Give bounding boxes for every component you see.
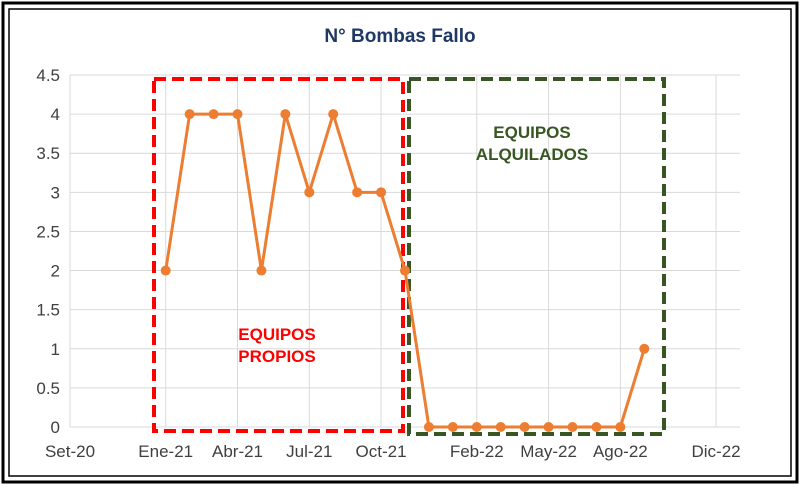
annotation-line: EQUIPOS (238, 325, 315, 344)
y-tick-label: 4.5 (36, 66, 60, 85)
data-point (208, 109, 219, 120)
equipos-propios-label: EQUIPOS PROPIOS (238, 325, 315, 366)
annotation-line: PROPIOS (238, 347, 315, 366)
data-point (423, 422, 434, 432)
data-point (447, 422, 458, 432)
x-tick-label: May-22 (520, 442, 577, 461)
y-tick-label: 2.5 (36, 222, 60, 241)
data-point (639, 343, 650, 354)
y-tick-label: 1 (51, 340, 60, 359)
data-point (543, 422, 554, 432)
data-point (495, 422, 506, 432)
equipos-alquilados-box (407, 77, 666, 436)
x-tick-label: Dic-22 (692, 442, 741, 461)
series-layer (160, 109, 650, 432)
data-point (376, 187, 387, 198)
y-tick-label: 1.5 (36, 301, 60, 320)
equipos-propios-box (152, 77, 405, 433)
data-point (160, 265, 171, 276)
data-point (304, 187, 315, 198)
data-point (328, 109, 339, 120)
annotation-labels: EQUIPOS PROPIOS EQUIPOS ALQUILADOS (238, 123, 588, 366)
data-point (232, 109, 243, 120)
x-tick-label: Feb-22 (450, 442, 504, 461)
data-point (280, 109, 291, 120)
data-point (400, 265, 410, 276)
y-tick-label: 4 (51, 105, 60, 124)
data-point (567, 422, 578, 432)
x-tick-label: Jul-21 (286, 442, 332, 461)
data-point (471, 422, 482, 432)
x-tick-label: Ago-22 (593, 442, 648, 461)
y-tick-label: 0 (51, 418, 60, 437)
y-tick-label: 0.5 (36, 379, 60, 398)
equipos-alquilados-label: EQUIPOS ALQUILADOS (476, 123, 588, 164)
data-point (591, 422, 602, 432)
y-tick-label: 2 (51, 262, 60, 281)
x-tick-label: Abr-21 (212, 442, 263, 461)
x-tick-label: Ene-21 (138, 442, 193, 461)
x-tick-label: Oct-21 (356, 442, 407, 461)
x-tick-label: Set-20 (45, 442, 95, 461)
y-tick-label: 3 (51, 183, 60, 202)
annotation-boxes (152, 77, 666, 436)
y-tick-label: 3.5 (36, 144, 60, 163)
chart-inner-border (8, 8, 792, 477)
annotation-line: EQUIPOS (493, 123, 570, 142)
chart-title: N° Bombas Fallo (324, 26, 475, 47)
data-point (615, 422, 626, 432)
data-point (352, 187, 363, 198)
y-axis-ticks: 0 0.5 1 1.5 2 2.5 3 3.5 4 4.5 (36, 66, 60, 437)
data-point (519, 422, 530, 432)
data-point (184, 109, 195, 120)
x-axis-ticks: Set-20 Ene-21 Abr-21 Jul-21 Oct-21 Feb-22 May-… (45, 442, 741, 461)
annotation-line: ALQUILADOS (476, 145, 588, 164)
data-point (256, 265, 267, 276)
